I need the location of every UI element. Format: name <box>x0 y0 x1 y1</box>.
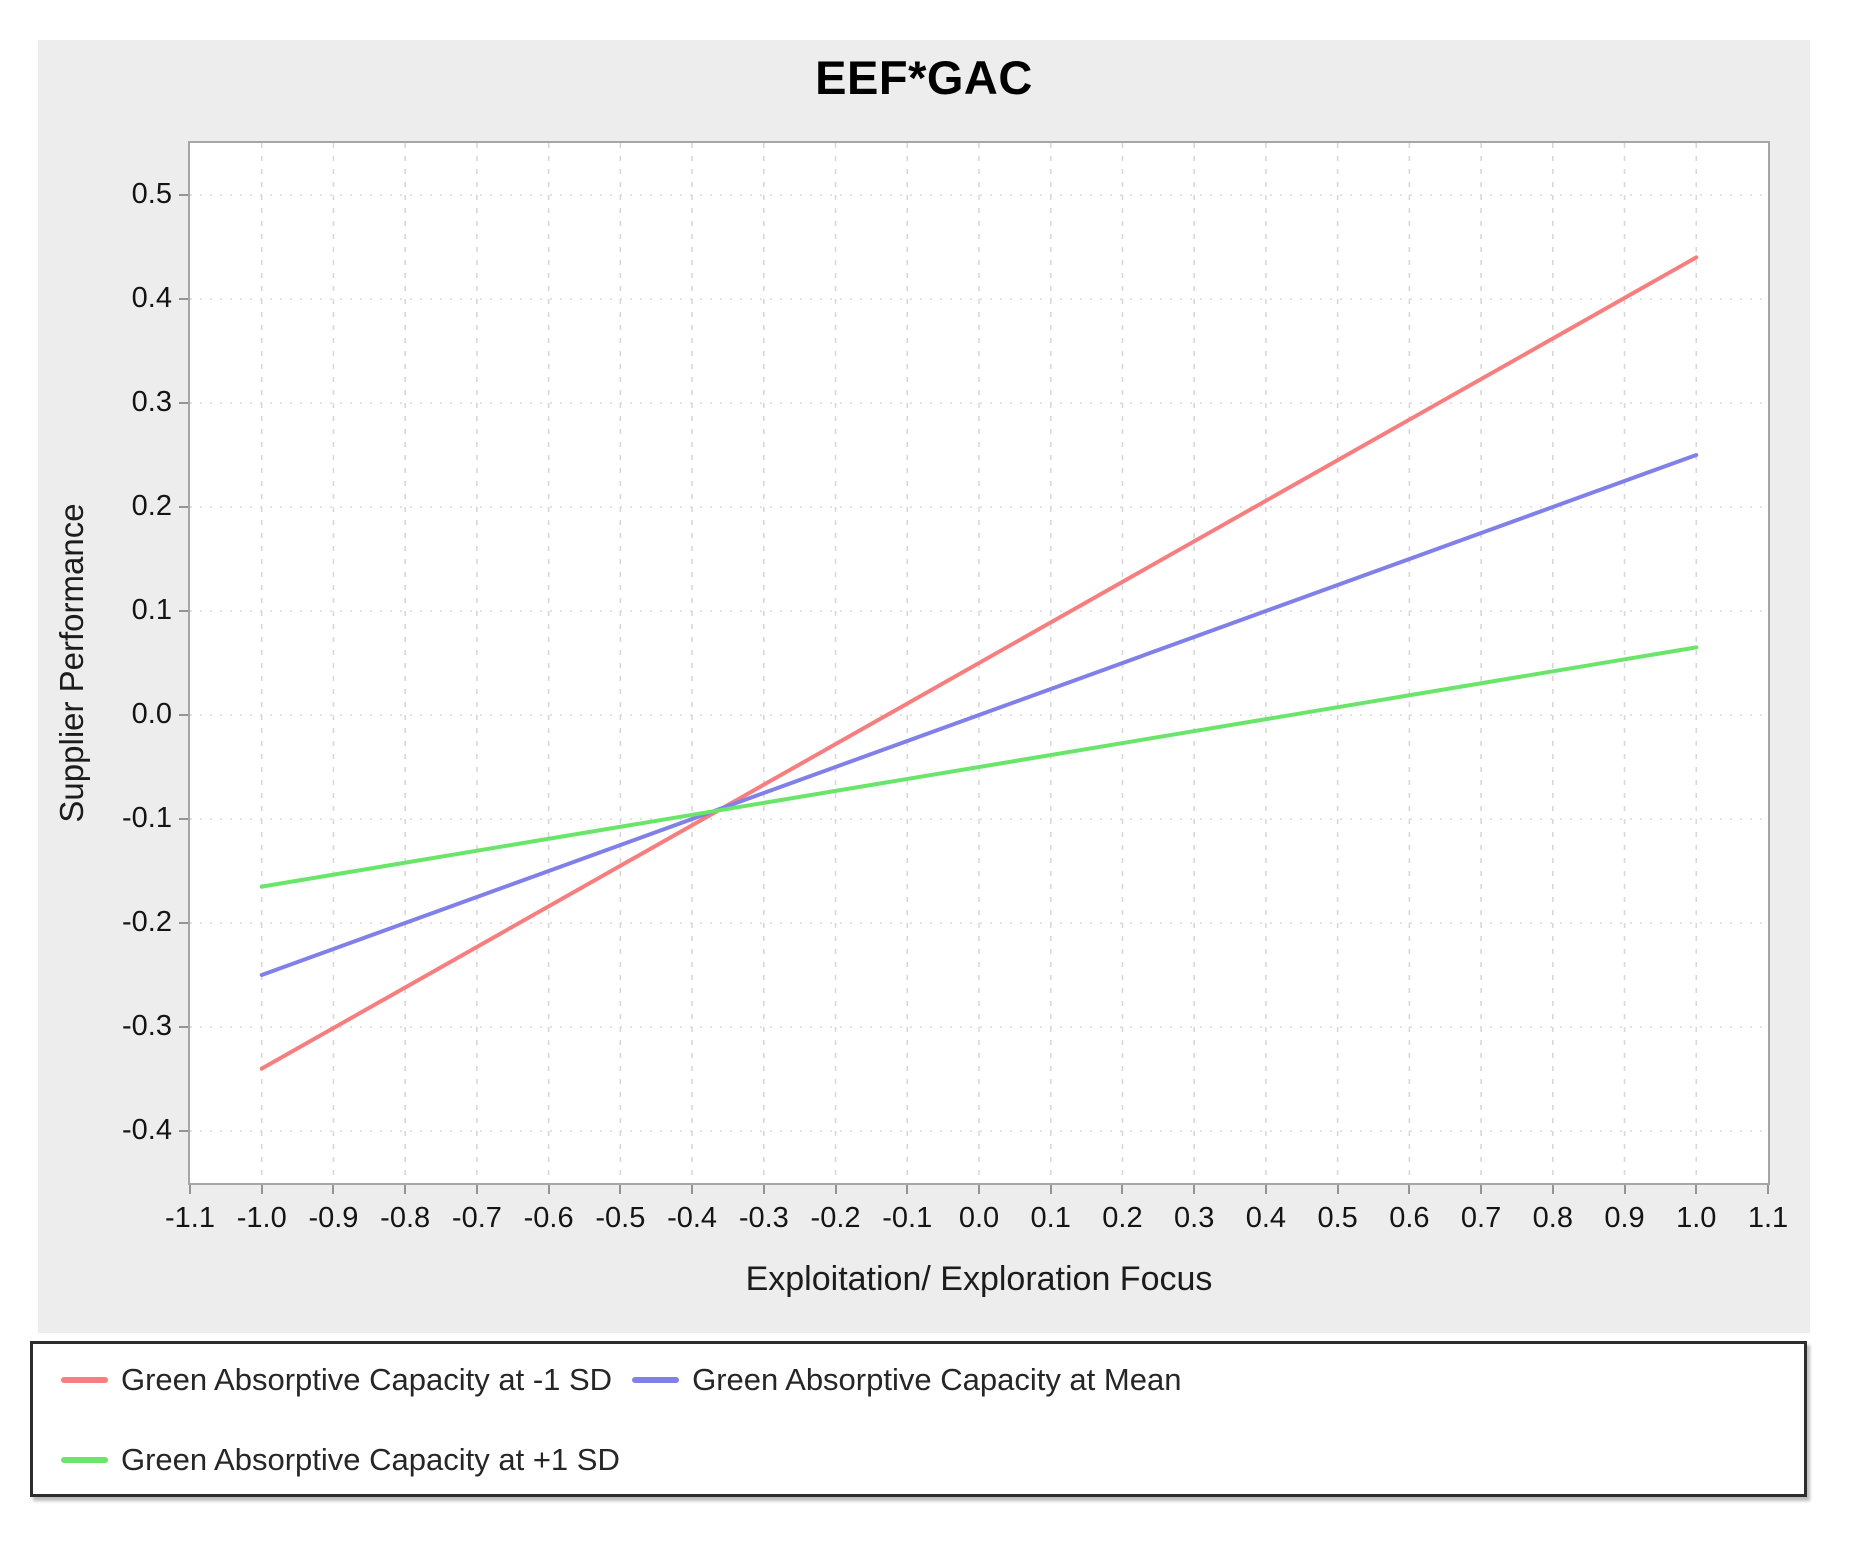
x-tick-label: 1.1 <box>1747 1202 1789 1234</box>
x-tick-label: 0.2 <box>1102 1202 1143 1234</box>
y-tick-mark <box>179 1026 188 1028</box>
x-tick-label: -0.8 <box>380 1202 431 1234</box>
x-tick-label: -1.1 <box>165 1202 215 1234</box>
plot-area <box>188 141 1770 1185</box>
legend-row: Green Absorptive Capacity at -1 SD Green… <box>61 1362 1784 1398</box>
x-tick-label: 0.8 <box>1532 1202 1573 1234</box>
x-tick-label: -1.0 <box>236 1202 287 1234</box>
y-tick-label: -0.3 <box>122 1010 172 1042</box>
x-tick-mark <box>332 1185 335 1194</box>
legend-item-gac-plus-1sd: Green Absorptive Capacity at +1 SD <box>61 1442 620 1478</box>
x-tick-mark <box>1551 1185 1554 1194</box>
x-tick-mark <box>1408 1185 1411 1194</box>
x-tick-mark <box>1623 1185 1626 1194</box>
y-tick-label: 0.3 <box>131 386 172 418</box>
legend-item-gac-mean: Green Absorptive Capacity at Mean <box>632 1362 1181 1398</box>
x-tick-mark <box>691 1185 694 1194</box>
y-tick-mark <box>179 610 188 612</box>
x-tick-label: 0.1 <box>1030 1202 1071 1234</box>
x-tick-label: 1.0 <box>1676 1202 1717 1234</box>
x-tick-label: 0.9 <box>1604 1202 1645 1234</box>
x-tick-mark <box>1193 1185 1196 1194</box>
legend-label: Green Absorptive Capacity at Mean <box>692 1362 1182 1397</box>
legend-swatch-red <box>61 1377 108 1383</box>
y-axis-title: Supplier Performance <box>53 503 90 823</box>
y-tick-mark <box>179 714 188 716</box>
series-line-gac-plus-1sd <box>259 645 1699 889</box>
y-tick-label: -0.1 <box>122 802 172 834</box>
x-tick-label: 0.0 <box>958 1202 1000 1234</box>
x-tick-label: -0.5 <box>595 1202 646 1234</box>
x-tick-label: 0.4 <box>1245 1202 1287 1234</box>
x-tick-mark <box>1264 1185 1267 1194</box>
x-tick-label: -0.9 <box>308 1202 359 1234</box>
x-tick-label: 0.6 <box>1389 1202 1430 1234</box>
legend-label: Green Absorptive Capacity at -1 SD <box>121 1362 613 1397</box>
x-tick-mark <box>189 1185 191 1194</box>
y-tick-mark <box>179 922 188 924</box>
y-tick-mark <box>179 818 188 820</box>
y-tick-mark <box>179 194 188 196</box>
legend-swatch-blue <box>632 1377 680 1383</box>
x-tick-label: -0.3 <box>738 1202 789 1234</box>
legend-swatch-green <box>61 1457 108 1463</box>
x-tick-label: -0.7 <box>451 1202 502 1234</box>
y-tick-label: 0.0 <box>131 698 172 730</box>
plot-svg <box>190 143 1768 1183</box>
y-tick-mark <box>179 402 188 404</box>
x-tick-mark <box>619 1185 622 1194</box>
series-line-gac-mean <box>259 453 1699 977</box>
x-tick-mark <box>1695 1185 1698 1194</box>
y-tick-label: -0.4 <box>122 1114 172 1146</box>
x-tick-mark <box>1049 1185 1052 1194</box>
x-tick-mark <box>1336 1185 1339 1194</box>
y-tick-mark <box>179 1130 188 1132</box>
x-tick-mark <box>1121 1185 1124 1194</box>
x-tick-label: 0.7 <box>1460 1202 1502 1234</box>
x-tick-mark <box>1767 1185 1769 1194</box>
x-tick-label: 0.5 <box>1317 1202 1358 1234</box>
x-tick-mark <box>906 1185 909 1194</box>
legend-box: Green Absorptive Capacity at -1 SD Green… <box>30 1341 1807 1497</box>
chart-title: EEF*GAC <box>815 51 1033 104</box>
legend-row: Green Absorptive Capacity at +1 SD <box>61 1442 1784 1478</box>
x-tick-mark <box>547 1185 550 1194</box>
x-tick-mark <box>1480 1185 1483 1194</box>
y-tick-label: -0.2 <box>122 906 172 938</box>
y-tick-label: 0.1 <box>131 594 172 626</box>
x-tick-mark <box>834 1185 837 1194</box>
x-tick-label: -0.1 <box>882 1202 933 1234</box>
y-tick-mark <box>179 298 188 300</box>
legend-item-gac-minus-1sd: Green Absorptive Capacity at -1 SD <box>61 1362 612 1398</box>
y-tick-label: 0.2 <box>131 490 172 522</box>
y-tick-mark <box>179 506 188 508</box>
x-tick-mark <box>475 1185 478 1194</box>
x-tick-label: -0.4 <box>667 1202 718 1234</box>
x-tick-mark <box>978 1185 980 1194</box>
y-tick-label: 0.5 <box>131 178 172 210</box>
y-tick-label: 0.4 <box>131 282 172 314</box>
legend-label: Green Absorptive Capacity at +1 SD <box>121 1442 620 1477</box>
x-tick-mark <box>762 1185 765 1194</box>
x-tick-mark <box>404 1185 407 1194</box>
x-tick-label: -0.2 <box>810 1202 861 1234</box>
series-line-gac-minus-1sd <box>259 255 1699 1071</box>
x-tick-mark <box>260 1185 263 1194</box>
x-axis-title: Exploitation/ Exploration Focus <box>745 1260 1213 1298</box>
x-tick-label: 0.3 <box>1174 1202 1215 1234</box>
x-tick-label: -0.6 <box>523 1202 574 1234</box>
